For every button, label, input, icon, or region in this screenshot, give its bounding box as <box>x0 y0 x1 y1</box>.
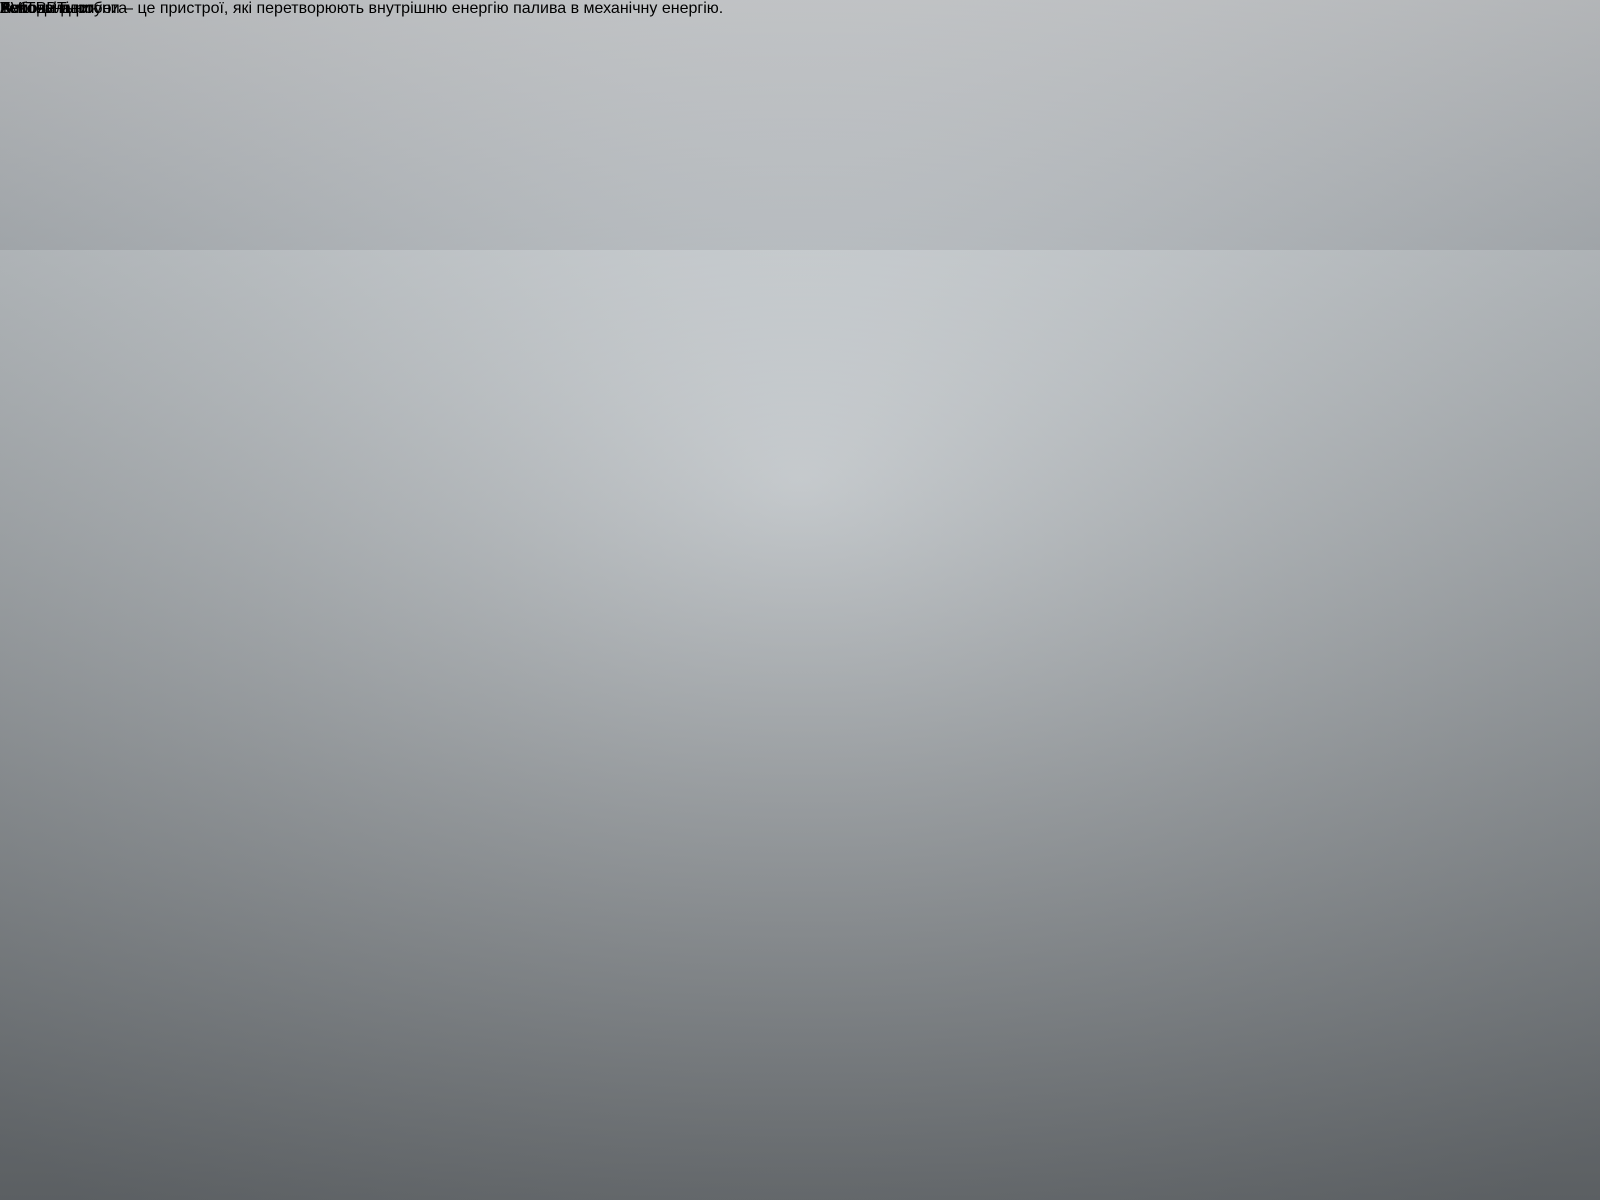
watermark-text: SVITPPT <box>0 0 67 18</box>
heat-engine-diagram <box>0 0 1600 1200</box>
